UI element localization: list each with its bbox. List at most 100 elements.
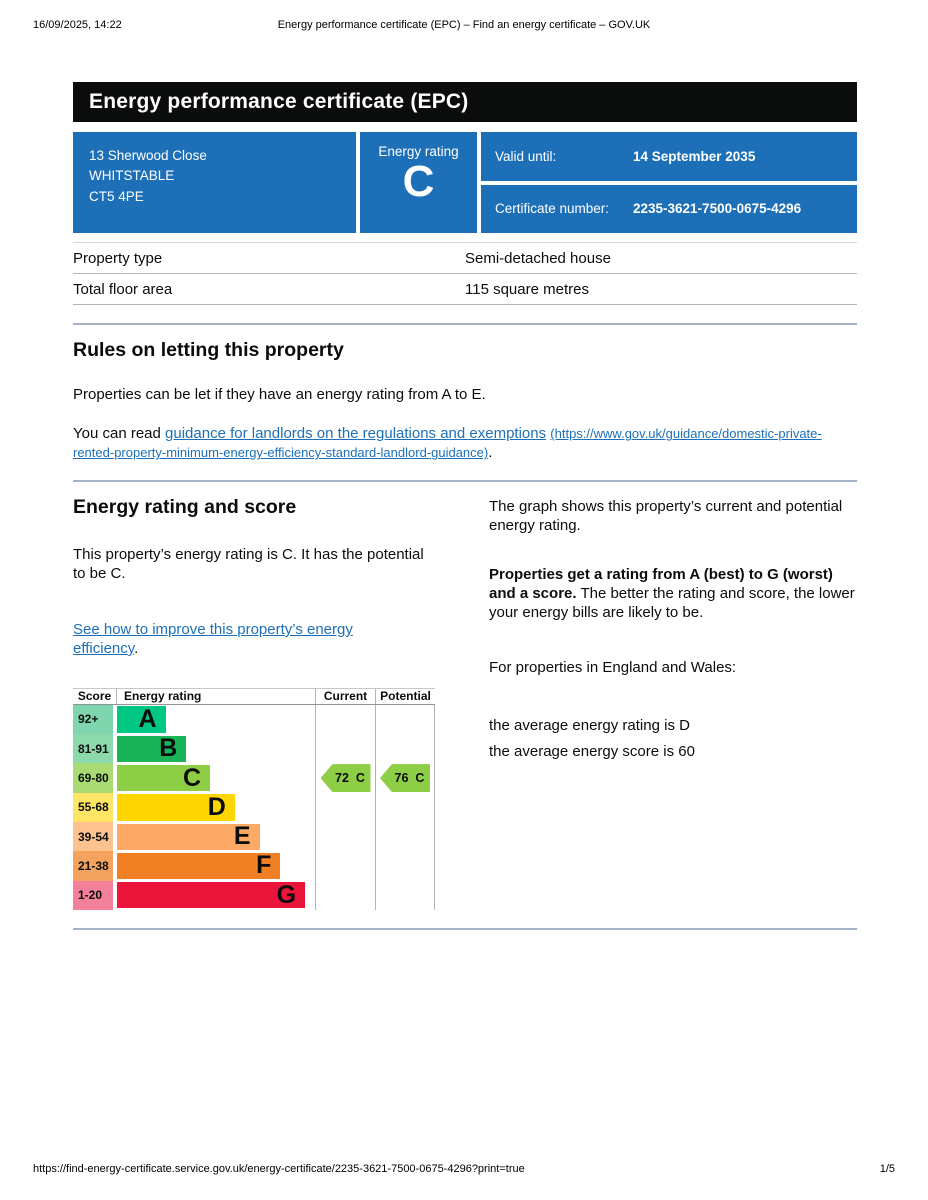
epc-score-cell: 39-54	[73, 822, 113, 852]
property-details-table: Property type Semi-detached house Total …	[73, 242, 857, 305]
section-divider	[73, 480, 857, 483]
rating-heading: Energy rating and score	[73, 496, 297, 519]
valid-until-label: Valid until:	[495, 148, 557, 164]
epc-bar-area: B	[117, 734, 315, 763]
epc-potential-cell	[375, 880, 435, 910]
energy-rating-cell: Energy rating C	[360, 132, 477, 233]
epc-band-row: 21-38 F	[73, 851, 435, 881]
epc-band-bar: B	[117, 734, 187, 762]
property-type-label: Property type	[73, 242, 465, 274]
epc-band-row: 92+ A	[73, 704, 435, 735]
rating-explanation-bold: Properties get a rating from A (best) to…	[489, 566, 833, 603]
epc-score-cell: 55-68	[73, 792, 113, 823]
epc-potential-cell	[375, 792, 435, 823]
energy-rating-label: Energy rating	[378, 144, 459, 159]
print-footer: https://find-energy-certificate.service.…	[33, 1163, 895, 1177]
print-datetime: 16/09/2025, 14:22	[33, 19, 122, 31]
chart-header-potential: Potential	[375, 688, 435, 704]
property-address: 13 Sherwood Close WHITSTABLE CT5 4PE	[73, 132, 356, 233]
england-wales-intro: For properties in England and Wales:	[489, 659, 737, 677]
chart-header-score: Score	[73, 688, 117, 704]
rules-heading: Rules on letting this property	[73, 339, 344, 361]
epc-band-bar: F	[117, 851, 281, 879]
epc-chart-header: Score Energy rating Current Potential	[73, 687, 435, 705]
graph-description: The graph shows this property’s current …	[489, 498, 843, 535]
rules-paragraph-2: You can read guidance for landlords on t…	[73, 424, 857, 462]
address-line-2: WHITSTABLE	[89, 168, 175, 184]
property-type-value: Semi-detached house	[465, 242, 857, 274]
epc-current-cell	[315, 851, 375, 881]
epc-current-cell	[315, 704, 375, 735]
epc-bar-area: A	[117, 705, 315, 734]
certificate-number-row: Certificate number: 2235-3621-7500-0675-…	[481, 184, 857, 233]
energy-rating-value: C	[402, 157, 435, 206]
landlord-guidance-link-url[interactable]: (https://www.gov.uk/guidance/domestic-pr…	[73, 426, 822, 461]
epc-potential-arrow: 76 C	[380, 764, 430, 793]
table-row: Total floor area 115 square metres	[73, 273, 857, 305]
rating-left-column: Energy rating and score This property’s …	[73, 496, 435, 910]
epc-score-cell: 1-20	[73, 880, 113, 910]
rating-explanation: Properties get a rating from A (best) to…	[489, 565, 857, 622]
print-footer-url: https://find-energy-certificate.service.…	[33, 1163, 525, 1175]
epc-bar-area: G	[117, 881, 315, 910]
average-rating-line: the average energy rating is D	[489, 717, 690, 735]
address-line-3: CT5 4PE	[89, 188, 144, 204]
epc-band-bar: D	[117, 793, 235, 821]
epc-chart: Score Energy rating Current Potential 92…	[73, 687, 435, 910]
epc-score-cell: 81-91	[73, 734, 113, 764]
section-divider	[73, 323, 857, 325]
rules-section: Rules on letting this property Propertie…	[73, 339, 857, 462]
floor-area-value: 115 square metres	[465, 273, 857, 305]
epc-potential-cell: 76 C	[375, 763, 435, 793]
average-ratings: the average energy rating is D the avera…	[489, 713, 857, 765]
epc-potential-cell	[375, 851, 435, 881]
improve-paragraph-suffix: .	[134, 639, 139, 657]
improve-efficiency-link[interactable]: See how to improve this property’s energ…	[73, 620, 353, 657]
epc-bar-area: E	[117, 822, 315, 851]
epc-potential-cell	[375, 822, 435, 852]
epc-bar-area: F	[117, 851, 315, 880]
epc-chart-body: 92+ A 81-91 B 69-80 C 72 C 76 C 55-68 D 39-54 E 21-3…	[73, 704, 435, 910]
certificate-number-label: Certificate number:	[495, 201, 610, 217]
epc-current-arrow: 72 C	[320, 764, 371, 793]
epc-current-cell	[315, 822, 375, 852]
epc-band-row: 39-54 E	[73, 822, 435, 852]
landlord-guidance-link[interactable]: guidance for landlords on the regulation…	[165, 425, 547, 443]
improve-paragraph: See how to improve this property’s energ…	[73, 620, 395, 658]
epc-band-bar: G	[117, 881, 306, 909]
rating-right-column: The graph shows this property’s current …	[489, 496, 857, 765]
epc-bar-area: D	[117, 793, 315, 822]
epc-current-cell	[315, 734, 375, 764]
average-score-line: the average energy score is 60	[489, 743, 695, 761]
page-content: Energy performance certificate (EPC) 13 …	[73, 0, 857, 930]
epc-potential-cell	[375, 734, 435, 764]
print-doc-title: Energy performance certificate (EPC) – F…	[277, 19, 651, 31]
epc-band-row: 81-91 B	[73, 734, 435, 764]
page-title-banner: Energy performance certificate (EPC)	[73, 82, 857, 122]
certificate-meta: Valid until: 14 September 2035 Certifica…	[481, 132, 857, 233]
valid-until-value: 14 September 2035	[633, 148, 756, 164]
epc-band-row: 1-20 G	[73, 880, 435, 910]
print-header: 16/09/2025, 14:22 Energy performance cer…	[33, 19, 895, 33]
epc-band-row: 55-68 D	[73, 792, 435, 823]
section-divider	[73, 927, 857, 930]
epc-band-bar: C	[117, 764, 211, 792]
certificate-number-value: 2235-3621-7500-0675-4296	[633, 201, 802, 217]
rating-intro: This property’s energy rating is C. It h…	[73, 545, 424, 582]
table-row: Property type Semi-detached house	[73, 242, 857, 274]
valid-until-row: Valid until: 14 September 2035	[481, 132, 857, 181]
page-title: Energy performance certificate (EPC)	[89, 90, 469, 113]
rules-paragraph-1: Properties can be let if they have an en…	[73, 386, 486, 404]
epc-current-cell	[315, 792, 375, 823]
rating-explanation-rest: The better the rating and score, the low…	[489, 585, 855, 622]
print-page-indicator: 1/5	[879, 1163, 895, 1175]
rules-paragraph-2-prefix: You can read	[73, 425, 166, 443]
chart-header-current: Current	[315, 688, 375, 704]
epc-score-cell: 69-80	[73, 763, 113, 793]
rules-paragraph-2-suffix: .	[488, 444, 493, 462]
floor-area-label: Total floor area	[73, 273, 465, 305]
energy-rating-section: Energy rating and score This property’s …	[73, 496, 857, 910]
epc-band-row: 69-80 C 72 C 76 C	[73, 763, 435, 793]
epc-current-cell: 72 C	[315, 763, 375, 793]
epc-band-bar: A	[117, 705, 166, 733]
